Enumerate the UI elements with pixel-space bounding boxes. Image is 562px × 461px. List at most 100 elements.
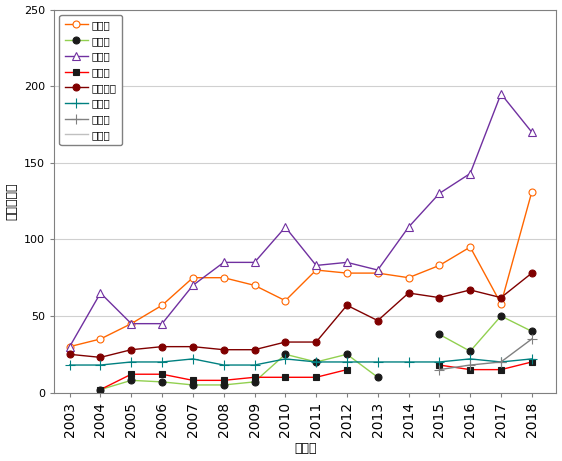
Line: 佐賀県: 佐賀県 [97,313,535,393]
佐賀県 [158,379,165,384]
宮崎県 [313,374,320,380]
鹿児島県 [497,295,504,301]
その他 [528,382,535,388]
宮崎県 [282,374,289,380]
熊本県 [220,260,227,265]
Y-axis label: 観察個体数: 観察個体数 [6,183,19,220]
佐賀県 [282,352,289,357]
沖縄県 [189,356,196,362]
沖縄県 [66,362,73,368]
Line: 山口県: 山口県 [434,334,537,374]
沖縄県 [436,359,443,365]
佐賀県 [467,349,474,354]
宮崎県 [189,378,196,383]
熊本県 [497,91,504,97]
熊本県 [528,130,535,135]
熊本県 [66,344,73,349]
熊本県 [158,321,165,326]
福岡県 [158,302,165,308]
宮崎県 [467,367,474,372]
沖縄県 [128,359,135,365]
沖縄県 [220,362,227,368]
Line: 福岡県: 福岡県 [66,189,535,350]
鹿児島県 [374,318,381,323]
佐賀県 [343,352,350,357]
佐賀県 [97,387,104,392]
宮崎県 [251,374,258,380]
山口県 [497,359,504,365]
宮崎県 [220,378,227,383]
沖縄県 [467,356,474,362]
熊本県 [251,260,258,265]
沖縄県 [158,359,165,365]
鹿児島県 [128,347,135,353]
宮崎県 [528,359,535,365]
佐賀県 [128,378,135,383]
熊本県 [405,225,412,230]
福岡県 [313,267,320,273]
福岡県 [251,283,258,288]
福岡県 [282,298,289,303]
Line: 沖縄県: 沖縄県 [65,354,537,370]
福岡県 [97,336,104,342]
宮崎県 [158,372,165,377]
佐賀県 [528,329,535,334]
沖縄県 [374,359,381,365]
熊本県 [189,283,196,288]
熊本県 [282,225,289,230]
X-axis label: 調査年: 調査年 [294,443,316,455]
鹿児島県 [467,287,474,293]
Line: 宮崎県: 宮崎県 [97,359,535,393]
鹿児島県 [405,290,412,296]
宮崎県 [343,367,350,372]
山口県 [467,362,474,368]
佐賀県 [313,359,320,365]
福岡県 [220,275,227,280]
沖縄県 [497,359,504,365]
宮崎県 [497,367,504,372]
福岡県 [66,344,73,349]
熊本県 [467,171,474,176]
熊本県 [128,321,135,326]
鹿児島県 [251,347,258,353]
熊本県 [374,267,381,273]
鹿児島県 [97,355,104,360]
福岡県 [189,275,196,280]
福岡県 [467,244,474,250]
鹿児島県 [282,339,289,345]
鹿児島県 [189,344,196,349]
福岡県 [343,270,350,276]
熊本県 [313,263,320,268]
福岡県 [128,321,135,326]
福岡県 [497,301,504,307]
福岡県 [436,263,443,268]
福岡県 [374,270,381,276]
佐賀県 [436,331,443,337]
佐賀県 [189,382,196,388]
佐賀県 [497,313,504,319]
宮崎県 [97,387,104,392]
鹿児島県 [220,347,227,353]
沖縄県 [343,359,350,365]
鹿児島県 [343,302,350,308]
Legend: 福岡県, 佐賀県, 熊本県, 宮崎県, 鹿児島県, 沖縄県, 山口県, その他: 福岡県, 佐賀県, 熊本県, 宮崎県, 鹿児島県, 沖縄県, 山口県, その他 [60,15,122,145]
山口県 [528,336,535,342]
熊本県 [436,191,443,196]
鹿児島県 [528,270,535,276]
熊本県 [97,290,104,296]
熊本県 [343,260,350,265]
沖縄県 [97,362,104,368]
鹿児島県 [436,295,443,301]
宮崎県 [128,372,135,377]
佐賀県 [220,382,227,388]
沖縄県 [405,359,412,365]
鹿児島県 [158,344,165,349]
Line: 鹿児島県: 鹿児島県 [66,270,535,361]
福岡県 [405,275,412,280]
鹿児島県 [313,339,320,345]
佐賀県 [251,379,258,384]
宮崎県 [436,362,443,368]
沖縄県 [528,356,535,362]
沖縄県 [313,359,320,365]
鹿児島県 [66,352,73,357]
